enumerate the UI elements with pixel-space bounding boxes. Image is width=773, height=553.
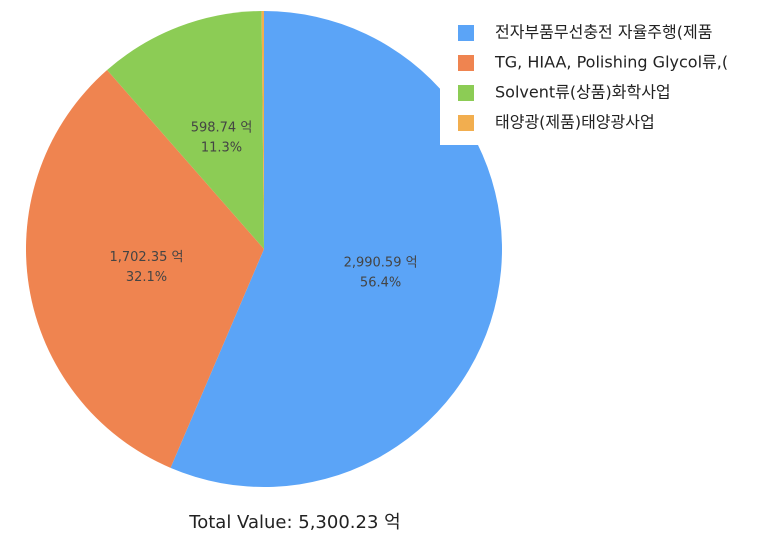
legend-swatch [458,115,474,131]
pie-slice [261,11,264,249]
legend-label: Solvent류(상품)화학사업 [495,83,671,102]
pie-slice [25,70,264,468]
legend-label: 전자부품무선충전 자율주행(제품 [495,23,712,42]
pie-slice [107,11,265,250]
legend-box [440,15,773,145]
legend-swatch [458,85,474,101]
value-label: 2,990.59 억 [344,255,418,270]
percent-label: 56.4% [360,275,401,290]
legend-swatch [458,55,474,71]
percent-label: 11.3% [201,140,242,155]
value-label: 598.74 억 [191,120,253,135]
legend-label: 태양광(제품)태양광사업 [495,113,655,132]
legend-swatch [458,25,474,41]
value-label: 1,702.35 억 [109,250,183,265]
total-label: Total Value: 5,300.23 억 [188,512,400,533]
pie-slice [170,11,503,487]
legend-label: TG, HIAA, Polishing Glycol류,( [494,53,728,72]
percent-label: 32.1% [126,270,167,285]
